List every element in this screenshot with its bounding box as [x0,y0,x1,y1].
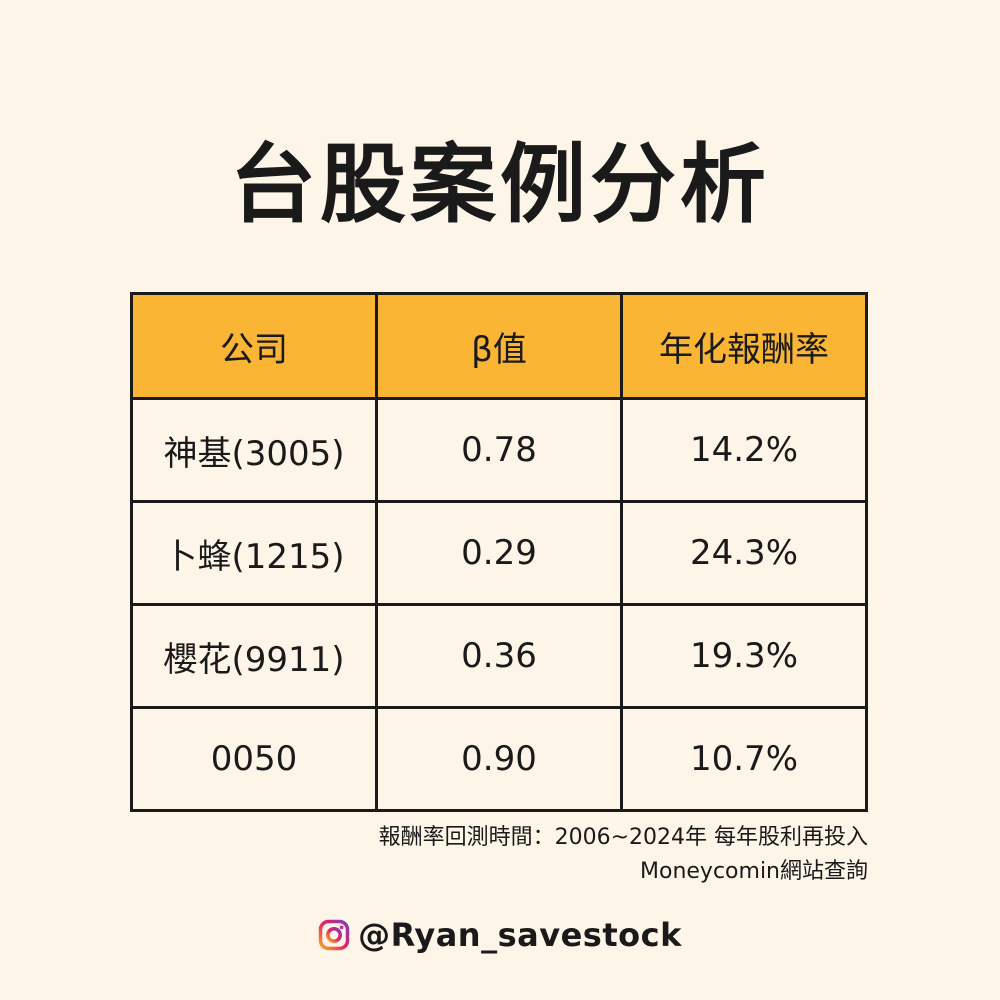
page-title: 台股案例分析 [230,135,770,235]
cell-company: 櫻花(9911) [130,603,378,709]
header-annual-return: 年化報酬率 [620,292,868,400]
table-header-row: 公司 β值 年化報酬率 [130,292,868,400]
backtest-note: 報酬率回測時間：2006~2024年 每年股利再投入 [378,825,868,850]
cell-company: 卜蜂(1215) [130,500,378,606]
header-company: 公司 [130,292,378,400]
cell-beta: 0.36 [375,603,623,709]
cell-beta: 0.29 [375,500,623,606]
cell-beta: 0.90 [375,706,623,812]
source-note: Moneycomin網站查詢 [640,859,868,884]
table-row: 0050 0.90 10.7% [130,706,868,812]
cell-company: 0050 [130,706,378,812]
stock-comparison-table: 公司 β值 年化報酬率 神基(3005) 0.78 14.2% 卜蜂(1215)… [130,292,868,812]
cell-beta: 0.78 [375,397,623,503]
table-row: 卜蜂(1215) 0.29 24.3% [130,500,868,606]
cell-return: 10.7% [620,706,868,812]
table-row: 櫻花(9911) 0.36 19.3% [130,603,868,709]
table-row: 神基(3005) 0.78 14.2% [130,397,868,503]
instagram-handle[interactable]: @Ryan_savestock [0,916,1000,954]
cell-return: 19.3% [620,603,868,709]
handle-text: @Ryan_savestock [358,916,682,954]
cell-return: 24.3% [620,500,868,606]
instagram-icon [318,919,350,951]
cell-return: 14.2% [620,397,868,503]
header-beta: β值 [375,292,623,400]
cell-company: 神基(3005) [130,397,378,503]
